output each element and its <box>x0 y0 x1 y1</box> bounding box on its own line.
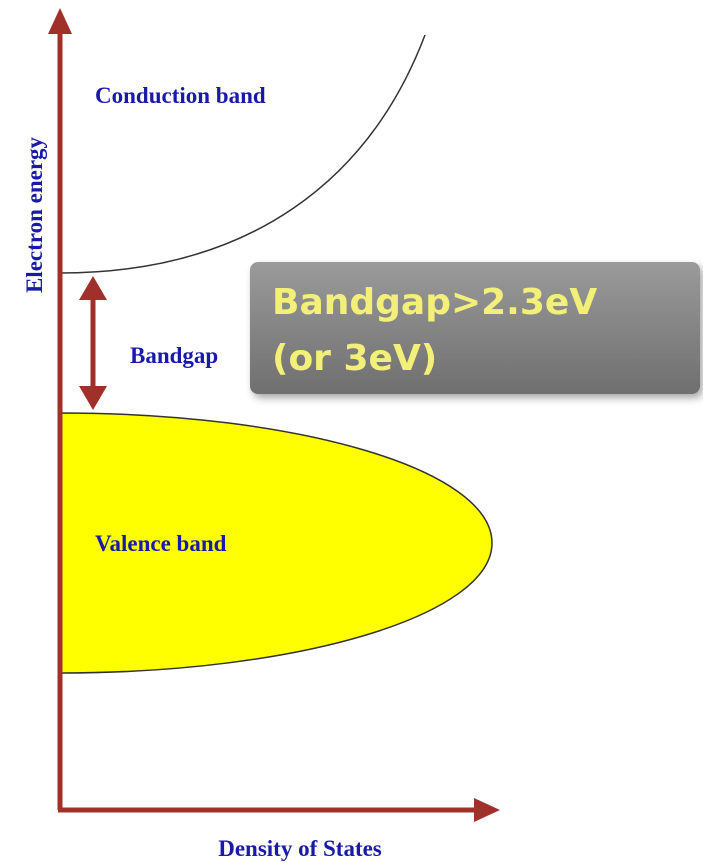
conduction-label: Conduction band <box>95 83 266 108</box>
bandgap-arrow-head <box>79 276 107 300</box>
conduction-band-curve <box>59 34 426 274</box>
valence-label: Valence band <box>95 531 227 556</box>
bandgap-arrow-head <box>79 386 107 410</box>
valence-band-shape <box>59 412 493 674</box>
callout-line: Bandgap>2.3eV <box>272 282 597 323</box>
x-axis-arrow <box>474 798 500 822</box>
y-axis-arrow <box>48 8 72 34</box>
x-axis-label: Density of States <box>218 836 382 861</box>
bandgap-label: Bandgap <box>130 343 218 368</box>
callout-box <box>250 262 700 394</box>
callout-line: (or 3eV) <box>272 338 437 379</box>
y-axis-label: Electron energy <box>22 136 47 293</box>
